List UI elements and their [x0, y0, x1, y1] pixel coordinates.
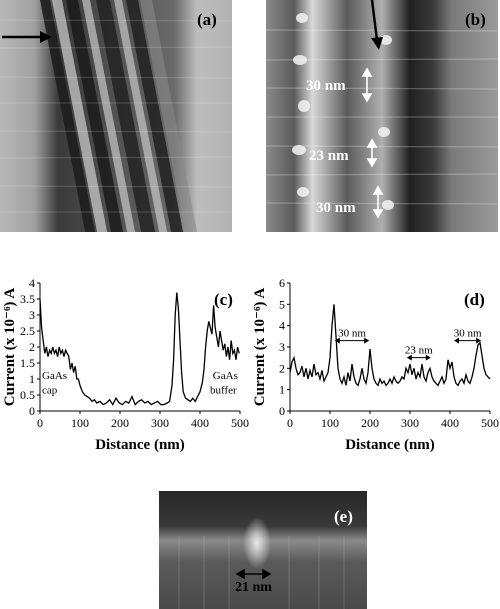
panel-label-e: (e)	[334, 507, 353, 526]
y-tick-label: 0	[29, 404, 35, 418]
y-axis-label: Current (x 10⁻⁶) A	[252, 288, 268, 407]
afm-image-e-graphic: 21 nm	[159, 491, 367, 609]
annotation-label: buffer	[210, 384, 237, 396]
panel-label-b: (b)	[465, 10, 486, 29]
arrowhead	[364, 337, 370, 344]
double-arrow-icon	[361, 67, 373, 103]
panel-label-a: (a)	[197, 10, 217, 29]
chart-c: 00.511.522.533.540 100 200 300 400 500Distanc…	[2, 276, 249, 453]
arrowhead	[454, 337, 459, 344]
arrowhead	[406, 354, 412, 361]
y-tick-label: 3	[279, 340, 285, 354]
y-tick-label: 4	[29, 276, 35, 290]
x-tick-label: 100	[321, 416, 339, 430]
afm-image-b: 30 nm 23 nm 30 nm	[266, 0, 498, 232]
panel-label: (c)	[214, 290, 233, 309]
y-tick-label: 4	[279, 319, 285, 333]
arrowhead	[425, 354, 431, 361]
annotation-label: GaAs	[213, 370, 238, 382]
chart-d: 0 1 2 3 4 5 6 0 100 200 300 400 500 Distance (nm) Curr…	[252, 276, 499, 453]
x-tick-label: 0	[37, 416, 43, 430]
annotation-label: 23 nm	[309, 148, 349, 164]
y-tick-label: 3.5	[20, 292, 35, 306]
x-tick-label: 300	[401, 416, 419, 430]
afm-image-a-graphic	[0, 0, 232, 232]
double-arrow-icon	[366, 138, 378, 168]
annotation-label: 30 nm	[306, 78, 346, 94]
x-tick-label: 0	[287, 416, 293, 430]
annotation-label: 23 nm	[405, 345, 433, 357]
series-line	[39, 292, 240, 406]
annotation-label: cap	[42, 384, 58, 396]
panel-label: (d)	[464, 290, 485, 309]
y-tick-label: 1	[279, 383, 285, 397]
x-tick-label: 100	[71, 416, 89, 430]
arrow-icon	[2, 31, 52, 43]
y-tick-label: 1	[29, 372, 35, 386]
afm-image-e: 21 nm	[159, 491, 367, 609]
x-tick-label: 500	[481, 416, 499, 430]
x-axis-label: Distance (nm)	[345, 437, 435, 453]
y-tick-label: 2.5	[20, 324, 35, 338]
double-arrow-icon	[372, 185, 384, 219]
x-tick-label: 300	[151, 416, 169, 430]
annotation-label: 30 nm	[454, 328, 482, 340]
annotation-label: 30 nm	[316, 200, 356, 216]
arrow-icon	[370, 0, 383, 50]
series-line	[289, 304, 491, 387]
x-tick-label: 400	[191, 416, 209, 430]
x-axis-label: Distance (nm)	[95, 437, 185, 453]
afm-image-b-graphic: 30 nm 23 nm 30 nm	[266, 0, 498, 232]
y-tick-label: 2	[29, 340, 35, 354]
annotation-label: 21 nm	[235, 580, 272, 595]
x-tick-label: 400	[441, 416, 459, 430]
arrowhead	[334, 337, 340, 344]
y-tick-label: 6	[279, 276, 285, 290]
x-tick-label: 200	[111, 416, 129, 430]
annotation-label: 30 nm	[338, 328, 366, 340]
annotation-label: GaAs	[42, 370, 67, 382]
y-tick-label: 5	[279, 297, 285, 311]
double-arrow-icon	[235, 568, 272, 580]
y-tick-label: 0.5	[20, 388, 35, 402]
x-tick-label: 500	[231, 416, 249, 430]
y-tick-label: 3	[29, 308, 35, 322]
y-tick-label: 0	[279, 404, 285, 418]
afm-image-a	[0, 0, 232, 232]
y-tick-label: 2	[279, 361, 285, 375]
y-tick-label: 1.5	[20, 356, 35, 370]
x-tick-label: 200	[361, 416, 379, 430]
y-axis-label: Current (x 10⁻⁶) A	[2, 288, 18, 407]
arrowhead	[476, 337, 482, 344]
